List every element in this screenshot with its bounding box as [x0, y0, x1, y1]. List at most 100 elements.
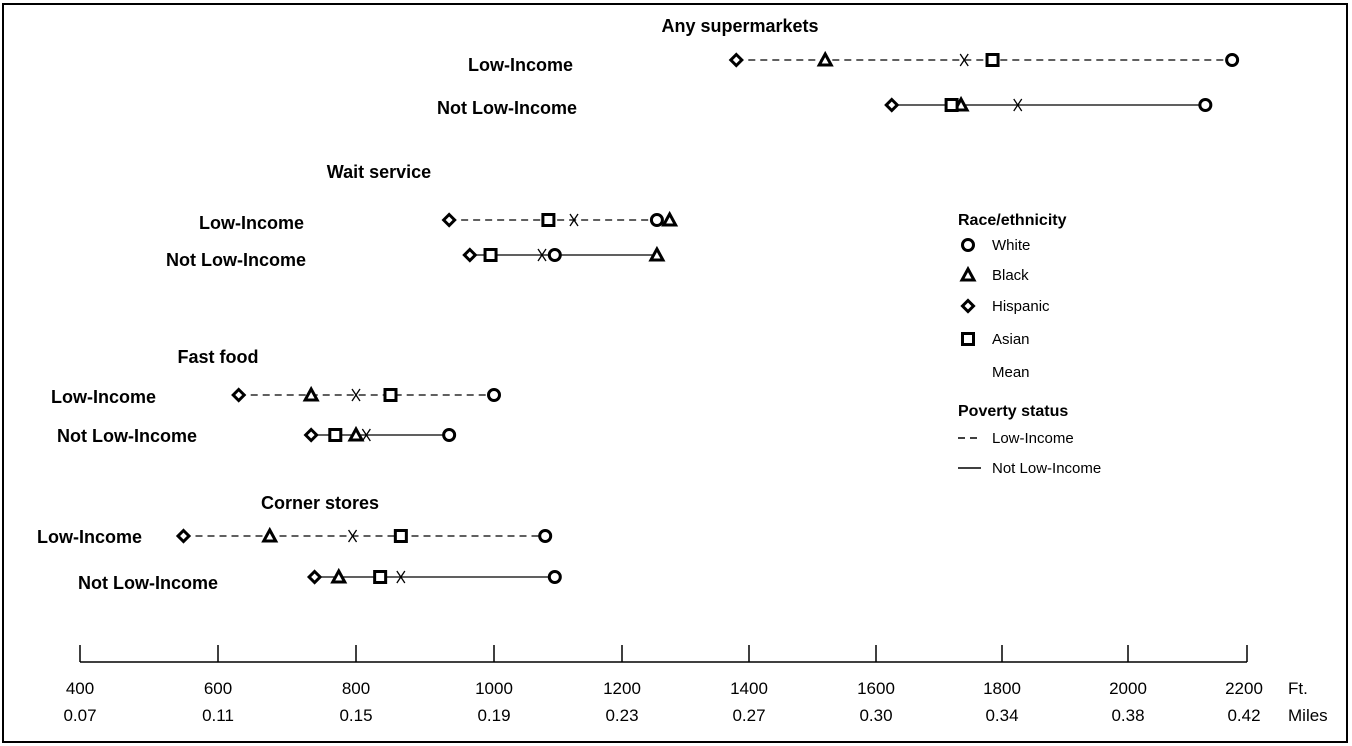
- x-tick-label-ft-1400: 1400: [730, 679, 768, 698]
- row-1-1-mean-marker: [537, 248, 547, 262]
- row-2-1-hispanic-marker: [303, 427, 319, 443]
- row-1-1-hispanic-marker: [462, 247, 478, 263]
- row-3-0-mean-marker-stroke-b: [348, 529, 358, 543]
- legend-triangle-marker-shape: [959, 265, 977, 282]
- group-title-any-supermarkets: Any supermarkets: [661, 16, 818, 36]
- row-3-0-white-marker: [538, 529, 553, 543]
- legend-race-items: White Black Hispanic Asian Mean: [959, 237, 1050, 381]
- row-label-wait-low: Low-Income: [199, 213, 304, 233]
- row-label-fastfood-not: Not Low-Income: [57, 426, 197, 446]
- row-2-1-white-marker-shape: [442, 428, 457, 442]
- row-label-supermarkets-not: Not Low-Income: [437, 98, 577, 118]
- legend-label-black: Black: [992, 267, 1029, 284]
- x-axis: [79, 645, 1248, 663]
- row-2-1-black-marker-shape: [347, 425, 365, 442]
- legend-label-solid: Not Low-Income: [992, 460, 1101, 477]
- legend-label-mean: Mean: [992, 364, 1030, 381]
- row-1-0-asian-marker-shape: [541, 213, 556, 227]
- row-0-0-white-marker-shape: [1225, 53, 1240, 67]
- x-tick-label-miles-9: 0.42: [1227, 706, 1260, 725]
- row-1-0-hispanic-marker: [441, 212, 457, 228]
- row-1-1-black-marker: [648, 245, 666, 262]
- row-2-1-asian-marker: [328, 428, 343, 442]
- row-0-0-mean-marker: [959, 53, 969, 67]
- row-3-1-hispanic-marker: [306, 569, 323, 585]
- row-0-0-asian-marker-shape: [985, 53, 1000, 67]
- row-3-1-hispanic-marker-shape: [306, 569, 323, 585]
- row-3-0-hispanic-marker: [175, 528, 192, 544]
- row-label-supermarkets-low: Low-Income: [468, 55, 573, 75]
- legend-diamond-marker: [960, 298, 976, 314]
- x-tick-label-miles-4: 0.23: [605, 706, 638, 725]
- row-1-1-hispanic-marker-shape: [462, 247, 478, 263]
- x-tick-label-ft-1800: 1800: [983, 679, 1021, 698]
- x-tick-label-ft-1000: 1000: [475, 679, 513, 698]
- row-2-0-asian-marker-shape: [383, 388, 398, 402]
- row-3-1-asian-marker-shape: [373, 570, 388, 584]
- row-3-1-black-marker-shape: [330, 567, 348, 584]
- row-1-1-white-marker: [547, 248, 562, 262]
- x-tick-label-ft-800: 800: [342, 679, 370, 698]
- row-1-0-black-marker: [661, 210, 679, 227]
- row-0-1-mean-marker: [1013, 98, 1023, 112]
- row-1-0-hispanic-marker-shape: [441, 212, 457, 228]
- x-tick-label-ft-1600: 1600: [857, 679, 895, 698]
- x-tick-label-ft-2200: 2200: [1225, 679, 1263, 698]
- row-2-1-hispanic-marker-shape: [303, 427, 319, 443]
- row-3-1-mean-marker-stroke-b: [396, 570, 406, 584]
- row-2-1-asian-marker-shape: [328, 428, 343, 442]
- row-0-0-black-marker-shape: [816, 50, 834, 67]
- row-0-0-mean-marker-stroke-b: [959, 53, 969, 67]
- row-2-0-hispanic-marker-shape: [231, 387, 247, 403]
- unit-ft-label: Ft.: [1288, 679, 1308, 698]
- row-2-0-black-marker-shape: [302, 385, 320, 402]
- x-tick-label-miles-2: 0.15: [339, 706, 372, 725]
- row-3-0-hispanic-marker-shape: [175, 528, 192, 544]
- row-2-1-white-marker: [442, 428, 457, 442]
- x-tick-label-miles-8: 0.38: [1111, 706, 1144, 725]
- legend-label-hispanic: Hispanic: [992, 298, 1050, 315]
- x-tick-label-miles-1: 0.11: [202, 706, 234, 725]
- x-tick-label-miles-5: 0.27: [732, 706, 765, 725]
- row-0-1-hispanic-marker: [884, 97, 900, 113]
- legend-square-marker-shape: [961, 332, 975, 346]
- row-1-1-mean-marker-stroke-b: [537, 248, 547, 262]
- row-0-0-hispanic-marker-shape: [728, 52, 744, 68]
- row-label-corner-low: Low-Income: [37, 527, 142, 547]
- row-label-corner-not: Not Low-Income: [78, 573, 218, 593]
- group-title-wait-service: Wait service: [327, 162, 431, 182]
- row-0-1-hispanic-marker-shape: [884, 97, 900, 113]
- row-0-0-hispanic-marker: [728, 52, 744, 68]
- row-2-0-white-marker-shape: [487, 388, 501, 402]
- row-1-0-white-marker-shape: [649, 213, 664, 227]
- row-2-0-asian-marker: [383, 388, 398, 402]
- row-3-0-asian-marker-shape: [393, 529, 408, 543]
- row-2-0-white-marker: [487, 388, 501, 402]
- legend: Race/ethnicity White Black Hispanic Asian Me…: [958, 212, 1101, 477]
- legend-diamond-marker-shape: [960, 298, 976, 314]
- row-0-0-black-marker: [816, 50, 834, 67]
- row-2-1-black-marker: [347, 425, 365, 442]
- x-tick-label-ft-1200: 1200: [603, 679, 641, 698]
- row-2-0-hispanic-marker: [231, 387, 247, 403]
- group-title-corner-stores: Corner stores: [261, 493, 379, 513]
- x-tick-label-miles-3: 0.19: [477, 706, 510, 725]
- row-3-0-mean-marker: [348, 529, 358, 543]
- x-tick-label-ft-600: 600: [204, 679, 232, 698]
- row-2-1-mean-marker: [361, 428, 371, 442]
- row-1-0-mean-marker-stroke-b: [569, 213, 579, 227]
- row-1-0-white-marker: [649, 213, 664, 227]
- x-tick-label-ft-400: 400: [66, 679, 94, 698]
- row-1-1-asian-marker: [483, 248, 498, 262]
- row-0-0-white-marker: [1225, 53, 1240, 67]
- row-3-1-white-marker-shape: [547, 570, 562, 584]
- row-3-0-black-marker: [261, 526, 279, 543]
- row-3-1-mean-marker: [396, 570, 406, 584]
- row-1-1-black-marker-shape: [648, 245, 666, 262]
- row-1-0-asian-marker: [541, 213, 556, 227]
- row-0-0-asian-marker: [985, 53, 1000, 67]
- row-1-0-mean-marker: [569, 213, 579, 227]
- row-0-1-white-marker: [1198, 98, 1213, 112]
- row-2-0-mean-marker: [351, 388, 361, 402]
